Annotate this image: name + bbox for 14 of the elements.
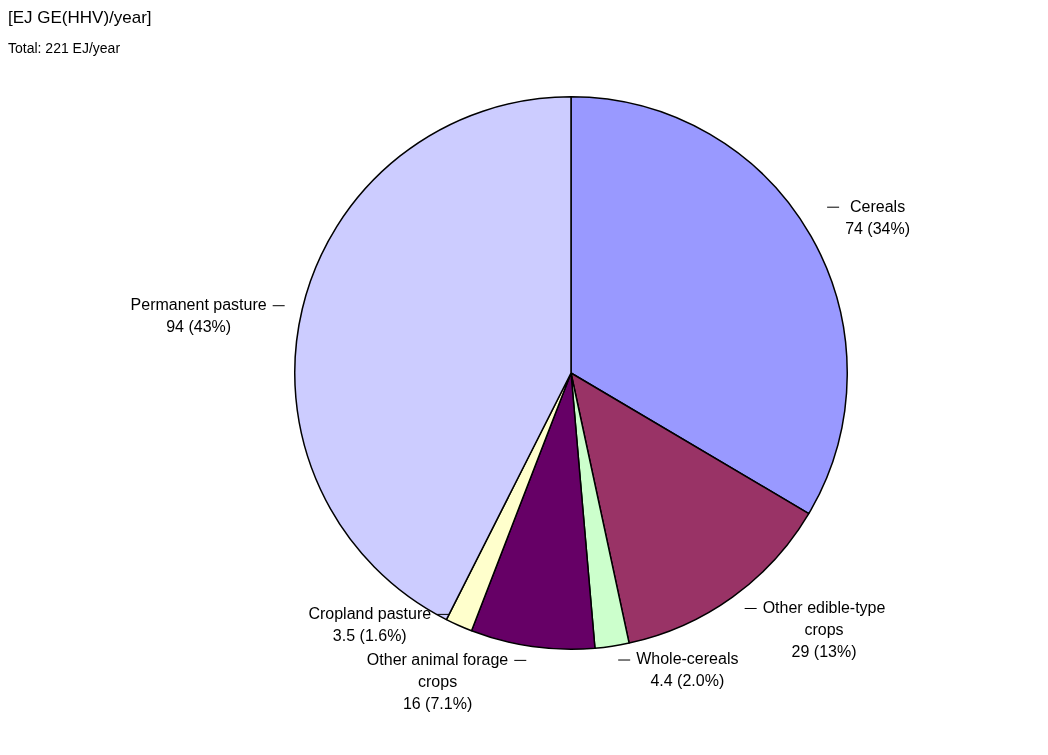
slice-label: Other animal forage crops (366, 650, 509, 690)
chart-title: [EJ GE(HHV)/year] (8, 8, 152, 28)
data-label: 29 (13%) (791, 642, 857, 660)
slice-label: Whole-cereals (636, 650, 739, 668)
data-label: 3.5 (1.6%) (332, 626, 407, 644)
data-label: 16 (7.1%) (402, 694, 473, 712)
data-label: 4.4 (2.0%) (650, 672, 725, 690)
slice-label: Cropland pasture (308, 604, 432, 622)
chart-subtitle: Total: 221 EJ/year (8, 40, 121, 56)
slice-label: Other edible-type crops (762, 598, 886, 638)
data-label: 94 (43%) (166, 318, 232, 336)
slice-label: Permanent pasture (130, 296, 267, 314)
slice-label: Cereals (850, 197, 906, 215)
data-label: 74 (34%) (845, 219, 911, 237)
